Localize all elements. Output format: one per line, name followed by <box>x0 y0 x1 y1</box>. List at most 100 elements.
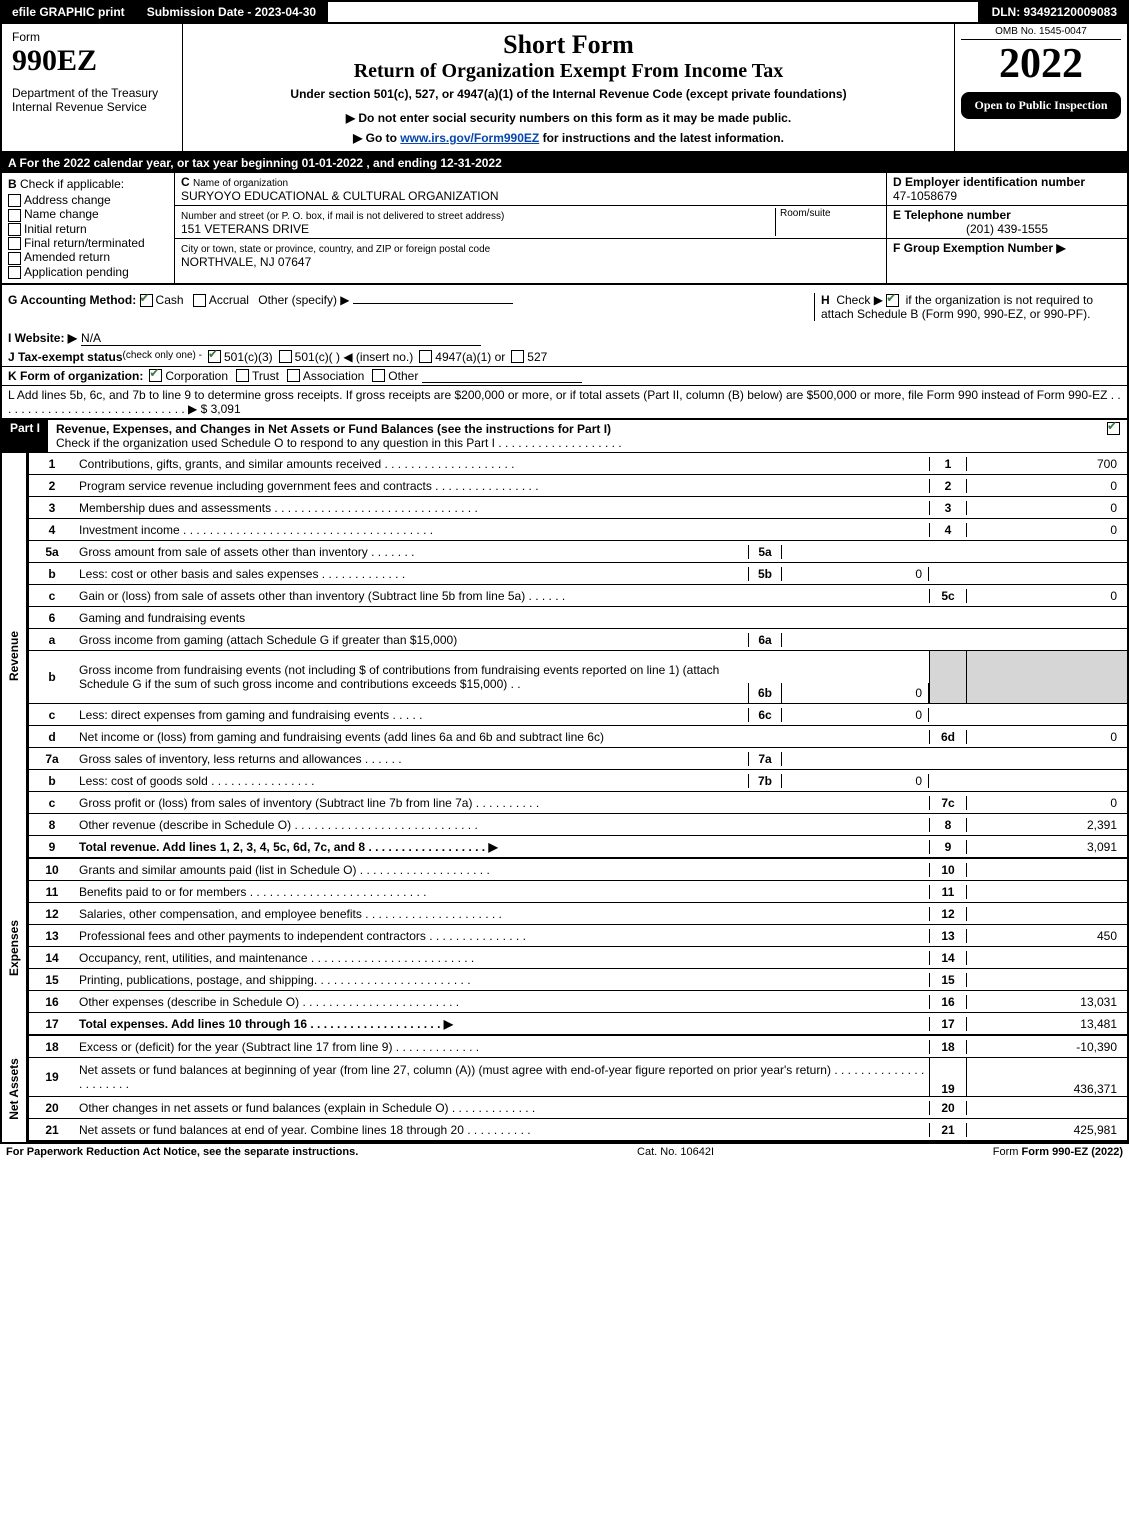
b-opt-3[interactable]: Final return/terminated <box>8 236 168 250</box>
checkbox-icon[interactable] <box>208 350 221 363</box>
section-i: I Website: ▶ N/A <box>0 329 1129 348</box>
i-label: I Website: ▶ <box>8 331 77 346</box>
checkbox-icon[interactable] <box>1107 422 1120 435</box>
h-text: Check ▶ <box>836 293 883 307</box>
checkbox-icon[interactable] <box>886 294 899 307</box>
checkbox-icon[interactable] <box>193 294 206 307</box>
net-assets-block: Net Assets 18Excess or (deficit) for the… <box>0 1036 1129 1142</box>
checkbox-icon[interactable] <box>419 350 432 363</box>
b-opt-5[interactable]: Application pending <box>8 265 168 279</box>
checkbox-icon[interactable] <box>8 194 21 207</box>
d-label: D Employer identification number <box>893 175 1085 189</box>
section-e: E Telephone number (201) 439-1555 <box>887 206 1127 239</box>
under-text: Under section 501(c), 527, or 4947(a)(1)… <box>189 87 948 101</box>
checkbox-icon[interactable] <box>236 369 249 382</box>
bcdef-block: B Check if applicable: Address change Na… <box>0 173 1129 285</box>
footer: For Paperwork Reduction Act Notice, see … <box>0 1142 1129 1160</box>
tax-year: 2022 <box>961 40 1121 88</box>
section-h: H Check ▶ if the organization is not req… <box>814 293 1121 321</box>
b-opt-1[interactable]: Name change <box>8 207 168 221</box>
k-label: K Form of organization: <box>8 369 143 383</box>
expenses-block: Expenses 10Grants and similar amounts pa… <box>0 859 1129 1036</box>
checkbox-icon[interactable] <box>287 369 300 382</box>
d-val: 47-1058679 <box>893 189 957 203</box>
footer-mid: Cat. No. 10642I <box>637 1146 714 1158</box>
form-number: 990EZ <box>12 44 172 78</box>
top-bar: efile GRAPHIC print Submission Date - 20… <box>0 0 1129 24</box>
omb: OMB No. 1545-0047 <box>961 26 1121 40</box>
footer-right: Form Form 990-EZ (2022) <box>993 1146 1123 1158</box>
b-opt-0[interactable]: Address change <box>8 193 168 207</box>
g-label: G Accounting Method: <box>8 293 136 307</box>
section-g: G Accounting Method: Cash Accrual Other … <box>0 285 1129 329</box>
h-label: H <box>821 293 830 307</box>
open-inspection: Open to Public Inspection <box>961 92 1121 119</box>
irs: Internal Revenue Service <box>12 100 172 114</box>
checkbox-icon[interactable] <box>8 223 21 236</box>
checkbox-icon[interactable] <box>8 209 21 222</box>
revenue-block: Revenue 1Contributions, gifts, grants, a… <box>0 453 1129 859</box>
section-c: C Name of organization SURYOYO EDUCATION… <box>175 173 886 283</box>
checkbox-icon[interactable] <box>279 350 292 363</box>
year-col: OMB No. 1545-0047 2022 Open to Public In… <box>954 24 1127 151</box>
e-val: (201) 439-1555 <box>893 222 1121 236</box>
note-2: ▶ Go to www.irs.gov/Form990EZ for instru… <box>189 131 948 145</box>
c-city-box: City or town, state or province, country… <box>175 239 886 283</box>
c-city: NORTHVALE, NJ 07647 <box>181 255 311 269</box>
b-label: B <box>8 177 17 191</box>
c-addr-box: Number and street (or P. O. box, if mail… <box>175 206 886 239</box>
title-col: Short Form Return of Organization Exempt… <box>183 24 954 151</box>
section-d: D Employer identification number 47-1058… <box>887 173 1127 206</box>
note2-prefix: ▶ Go to <box>353 131 400 145</box>
part1-header: Part I Revenue, Expenses, and Changes in… <box>0 420 1129 453</box>
section-l: L Add lines 5b, 6c, and 7b to line 9 to … <box>0 386 1129 420</box>
footer-left: For Paperwork Reduction Act Notice, see … <box>6 1146 358 1158</box>
c-addr-lbl: Number and street (or P. O. box, if mail… <box>181 211 504 222</box>
section-f: F Group Exemption Number ▶ <box>887 239 1127 283</box>
c-name: SURYOYO EDUCATIONAL & CULTURAL ORGANIZAT… <box>181 189 499 203</box>
b-opt-4[interactable]: Amended return <box>8 250 168 264</box>
form-col: Form 990EZ Department of the Treasury In… <box>2 24 183 151</box>
c-name-lbl: Name of organization <box>193 178 288 189</box>
expenses-side: Expenses <box>0 859 27 1036</box>
i-val: N/A <box>81 331 481 346</box>
title-1: Short Form <box>189 30 948 60</box>
checkbox-icon[interactable] <box>140 294 153 307</box>
b-text: Check if applicable: <box>20 177 124 191</box>
line-a: A For the 2022 calendar year, or tax yea… <box>0 153 1129 173</box>
e-label: E Telephone number <box>893 208 1011 222</box>
section-k: K Form of organization: Corporation Trus… <box>0 367 1129 386</box>
c-label: C <box>181 175 190 189</box>
section-b: B Check if applicable: Address change Na… <box>2 173 175 283</box>
checkbox-icon[interactable] <box>149 369 162 382</box>
j-label: J Tax-exempt status <box>8 350 123 364</box>
section-def: D Employer identification number 47-1058… <box>886 173 1127 283</box>
checkbox-icon[interactable] <box>8 237 21 250</box>
topbar-spacer <box>328 2 979 22</box>
checkbox-icon[interactable] <box>8 266 21 279</box>
efile-label[interactable]: efile GRAPHIC print <box>2 2 137 22</box>
form-word: Form <box>12 30 172 44</box>
submission-date: Submission Date - 2023-04-30 <box>137 2 328 22</box>
title-2: Return of Organization Exempt From Incom… <box>189 60 948 83</box>
header-row: Form 990EZ Department of the Treasury In… <box>0 24 1129 153</box>
note-1: ▶ Do not enter social security numbers o… <box>189 111 948 125</box>
dln: DLN: 93492120009083 <box>980 2 1127 22</box>
c-addr: 151 VETERANS DRIVE <box>181 222 309 236</box>
section-j: J Tax-exempt status (check only one) - 5… <box>0 348 1129 367</box>
irs-link[interactable]: www.irs.gov/Form990EZ <box>400 131 539 145</box>
net-side: Net Assets <box>0 1036 27 1142</box>
f-label: F Group Exemption Number ▶ <box>893 241 1066 255</box>
c-name-box: C Name of organization SURYOYO EDUCATION… <box>175 173 886 206</box>
part1-title: Revenue, Expenses, and Changes in Net As… <box>56 422 611 436</box>
checkbox-icon[interactable] <box>511 350 524 363</box>
revenue-side: Revenue <box>0 453 27 859</box>
c-room: Room/suite <box>775 208 880 236</box>
part1-check: Check if the organization used Schedule … <box>56 436 622 450</box>
b-opt-2[interactable]: Initial return <box>8 222 168 236</box>
note2-suffix: for instructions and the latest informat… <box>539 131 784 145</box>
part1-label: Part I <box>2 420 48 452</box>
checkbox-icon[interactable] <box>372 369 385 382</box>
dept: Department of the Treasury <box>12 86 172 100</box>
checkbox-icon[interactable] <box>8 252 21 265</box>
